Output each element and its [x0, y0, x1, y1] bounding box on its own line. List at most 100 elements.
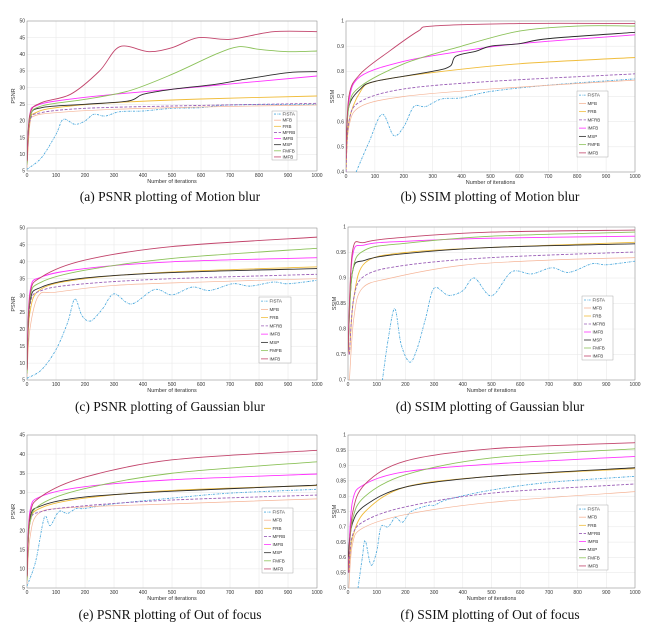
y-tick-label: 0.95	[336, 250, 346, 256]
legend-entry: IMFB	[588, 563, 599, 568]
y-tick-label: 0.7	[339, 525, 346, 531]
y-axis-label: PSNR	[11, 296, 17, 311]
x-tick-label: 400	[459, 382, 468, 388]
legend-entry: FMFB	[588, 555, 600, 560]
series-line-mfb	[346, 79, 635, 172]
series-group	[348, 442, 635, 588]
series-line-mfb	[27, 498, 317, 585]
x-tick-label: 600	[197, 173, 206, 179]
y-tick-label: 50	[19, 19, 25, 25]
y-tick-label: 0.85	[336, 479, 346, 485]
series-line-imfb2	[348, 442, 635, 573]
x-tick-label: 300	[110, 173, 119, 179]
y-tick-label: 0.65	[336, 540, 346, 546]
y-axis-label: PSNR	[11, 504, 17, 519]
y-axis-label: SSIM	[330, 89, 336, 103]
series-line-mfrb	[346, 73, 635, 172]
series-group	[27, 449, 317, 587]
legend-entry: FRB	[588, 109, 597, 114]
x-tick-label: 500	[168, 590, 177, 596]
legend-entry: IMFB	[283, 136, 294, 141]
y-tick-label: 0.5	[337, 145, 344, 151]
legend-entry: IMFB	[273, 566, 284, 571]
x-tick-label: 900	[602, 174, 611, 180]
x-tick-label: 100	[371, 174, 380, 180]
x-tick-label: 300	[430, 590, 439, 596]
legend-entry: FMFB	[270, 348, 282, 353]
y-tick-label: 5	[22, 586, 25, 592]
x-tick-label: 700	[226, 382, 235, 388]
y-tick-label: 45	[19, 35, 25, 41]
legend: FISTA MFB FRB MFRB IMFB MSP FMFB IMFB	[576, 504, 609, 571]
legend-entry: IMFB	[588, 539, 599, 544]
x-tick-label: 1000	[311, 590, 322, 596]
y-tick-label: 10	[19, 361, 25, 367]
x-tick-label: 300	[110, 590, 119, 596]
subplot-c: 0 100 200 300 400 500 600 700 800 900 1000 5 10 15 20 2…	[11, 226, 323, 414]
y-tick-label: 5	[22, 378, 25, 384]
legend-entry: MFB	[588, 515, 598, 520]
legend-entry: MFB	[593, 306, 603, 311]
legend-entry: FRB	[270, 315, 279, 320]
x-tick-label: 800	[255, 173, 264, 179]
x-tick-label: 300	[430, 382, 439, 388]
legend-entry: FRB	[283, 124, 292, 129]
y-tick-label: 40	[19, 52, 25, 58]
x-tick-label: 500	[487, 590, 496, 596]
series-line-mfb	[27, 278, 317, 377]
x-tick-label: 200	[400, 174, 409, 180]
series-line-msp	[27, 71, 317, 165]
series-line-msp	[348, 467, 635, 558]
x-tick-label: 400	[139, 173, 148, 179]
x-tick-label: 0	[26, 173, 29, 179]
legend-entry: MFRB	[588, 531, 601, 536]
subplot-f: 0 100 200 300 400 500 600 700 800 900 1000 0.5 0.55 0…	[332, 433, 641, 622]
x-tick-label: 100	[52, 590, 61, 596]
series-line-fista	[27, 103, 317, 170]
x-tick-label: 600	[515, 174, 524, 180]
legend-entry: FRB	[273, 526, 282, 531]
y-tick-label: 0.55	[336, 570, 346, 576]
legend-entry: MFB	[588, 101, 598, 106]
x-tick-label: 200	[81, 590, 90, 596]
legend-box	[258, 296, 292, 364]
y-axis-label: SSIM	[332, 504, 338, 518]
subplot-caption: (e) PSNR plotting of Out of focus	[79, 607, 262, 622]
subplot-e: 0 100 200 300 400 500 600 700 800 900 1000 5 10 15 20 2…	[11, 433, 323, 622]
legend-entry: IMFB	[588, 126, 599, 131]
legend: FISTA MFB FRB MFRB IMFB MSP FMFB IMFB	[581, 295, 614, 361]
series-line-fista	[357, 475, 635, 588]
y-tick-label: 0.7	[339, 378, 346, 384]
series-line-fista	[381, 260, 635, 380]
x-tick-label: 500	[168, 173, 177, 179]
y-tick-label: 45	[19, 243, 25, 249]
y-tick-label: 15	[19, 547, 25, 553]
y-axis-label: SSIM	[332, 296, 338, 310]
x-tick-label: 0	[26, 590, 29, 596]
series-line-imfb	[346, 34, 635, 160]
x-tick-label: 1000	[311, 173, 322, 179]
x-tick-label: 700	[544, 174, 553, 180]
x-tick-label: 100	[373, 382, 382, 388]
x-tick-label: 0	[26, 382, 29, 388]
x-tick-label: 500	[487, 382, 496, 388]
y-tick-label: 25	[19, 310, 25, 316]
y-tick-label: 0.8	[337, 69, 344, 75]
legend-entry: FMFB	[593, 346, 605, 351]
y-tick-label: 10	[19, 152, 25, 158]
x-tick-label: 900	[284, 382, 293, 388]
series-line-mfrb	[348, 483, 635, 573]
axes-box	[345, 20, 636, 173]
legend-entry: FRB	[593, 314, 602, 319]
x-tick-label: 0	[347, 590, 350, 596]
axes-box	[347, 434, 636, 589]
x-tick-label: 700	[545, 382, 554, 388]
x-tick-label: 900	[602, 382, 611, 388]
axes-box	[26, 227, 318, 381]
x-tick-label: 400	[457, 174, 466, 180]
series-line-imfb	[348, 455, 635, 573]
series-line-mfrb	[348, 251, 635, 355]
legend-box	[271, 110, 298, 161]
y-tick-label: 0.5	[339, 586, 346, 592]
y-tick-label: 0.75	[336, 352, 346, 358]
